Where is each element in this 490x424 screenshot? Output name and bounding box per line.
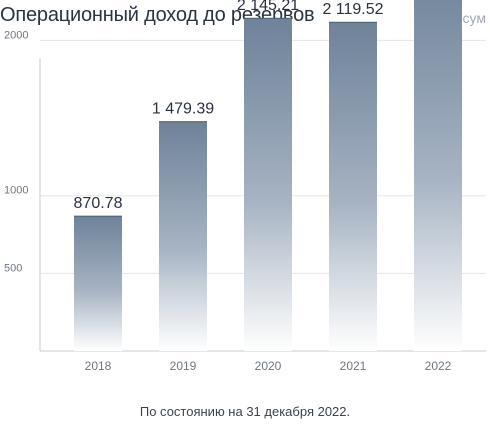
data-label: 2 119.52 — [322, 1, 383, 18]
bar-2021 — [329, 21, 377, 352]
x-tick-label: 2021 — [340, 359, 367, 373]
x-tick-label: 2018 — [85, 359, 112, 373]
x-tick-label: 2022 — [425, 359, 452, 373]
bar-2018 — [74, 215, 122, 351]
y-tick-label: 500 — [4, 262, 22, 274]
bar-chart: 500 1000 2000 870.78 2018 1 479.39 2019 2 145.… — [4, 0, 486, 373]
y-tick-label: 1000 — [4, 185, 28, 197]
y-tick-label: 2000 — [4, 29, 28, 41]
data-label: 1 479.39 — [152, 100, 214, 117]
x-tick-label: 2019 — [170, 359, 197, 373]
bar-2022 — [414, 0, 462, 351]
data-label: 2 145.21 — [237, 0, 299, 14]
bar-2019 — [159, 121, 207, 351]
footnote: По состоянию на 31 декабря 2022. — [139, 404, 351, 419]
x-tick-label: 2020 — [255, 359, 282, 373]
data-label: 870.78 — [74, 195, 123, 212]
bars: 870.78 2018 1 479.39 2019 2 145.21 2020 2 119.… — [74, 0, 462, 373]
chart-title: Операционный доход до резервов — [0, 4, 315, 26]
bar-2020 — [244, 17, 292, 352]
